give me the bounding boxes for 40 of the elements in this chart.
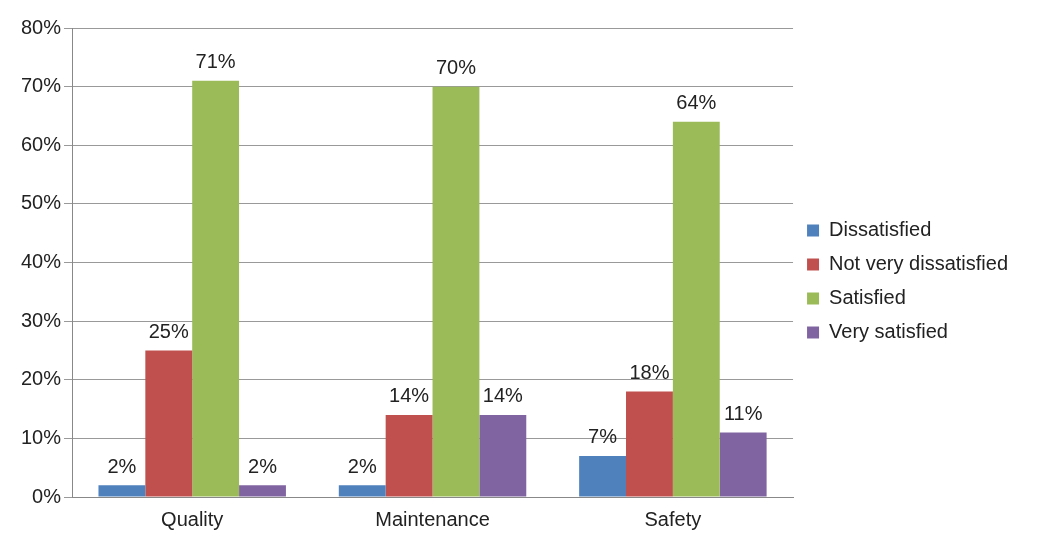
legend-label: Satisfied — [829, 286, 906, 309]
legend-label: Not very dissatisfied — [829, 252, 1009, 275]
bar — [432, 86, 480, 497]
bar — [719, 432, 767, 497]
y-tick-label: 60% — [21, 132, 62, 155]
data-label: 2% — [248, 454, 278, 477]
legend-label: Dissatisfied — [829, 218, 932, 241]
bar — [626, 391, 673, 497]
y-tick-label: 80% — [21, 15, 62, 38]
y-tick-label: 10% — [21, 425, 62, 448]
bar — [479, 414, 527, 497]
data-label: 11% — [723, 402, 763, 425]
data-label: 18% — [629, 360, 670, 383]
y-tick-label: 40% — [21, 250, 62, 273]
data-label: 64% — [676, 91, 717, 114]
y-tick-label: 70% — [21, 74, 62, 97]
y-tick-label: 50% — [21, 191, 62, 214]
data-label: 70% — [435, 56, 477, 79]
bar — [338, 485, 386, 497]
bar — [145, 350, 193, 497]
bar — [579, 455, 627, 497]
y-tick-label: 20% — [21, 367, 62, 390]
data-label: 25% — [148, 319, 189, 342]
data-label: 71% — [195, 50, 236, 73]
legend-label: Very satisfied — [829, 320, 948, 343]
x-tick-label: Safety — [644, 507, 702, 530]
data-label: 7% — [588, 425, 618, 448]
data-label: 2% — [347, 454, 377, 477]
x-tick-label: Quality — [161, 507, 224, 530]
bar — [385, 414, 433, 497]
bar — [98, 485, 146, 497]
bar — [672, 121, 720, 497]
y-tick-label: 0% — [32, 484, 62, 507]
x-tick-label: Maintenance — [375, 507, 490, 530]
y-tick-label: 30% — [21, 308, 62, 331]
data-label: 2% — [107, 454, 137, 477]
data-label: 14% — [389, 384, 430, 407]
bar — [192, 80, 240, 497]
bar — [239, 485, 286, 497]
data-label: 14% — [482, 384, 524, 407]
